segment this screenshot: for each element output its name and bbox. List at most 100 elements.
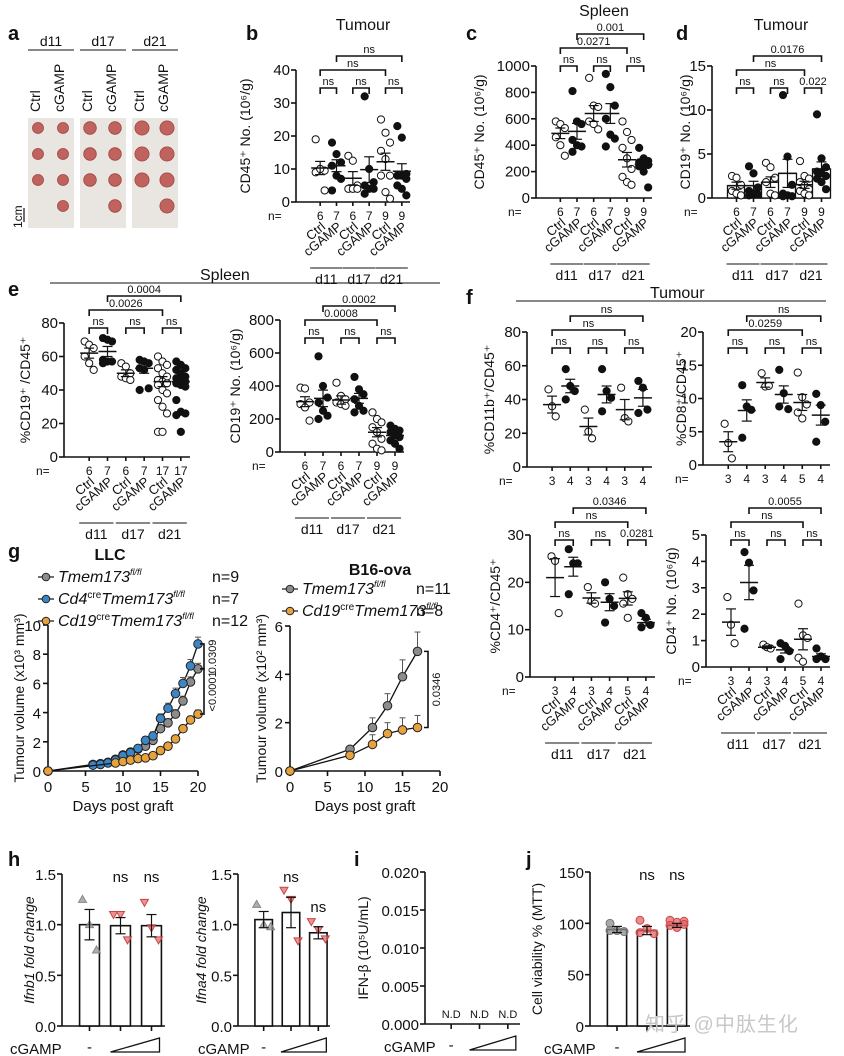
significance-label: ns bbox=[308, 326, 320, 338]
n-value: 9 bbox=[801, 205, 808, 219]
significance-label: ns bbox=[739, 76, 751, 88]
data-point bbox=[311, 135, 320, 144]
data-point bbox=[162, 409, 172, 418]
data-point bbox=[381, 188, 390, 197]
tumour-photo bbox=[28, 118, 74, 228]
y-tick-label: 8 bbox=[33, 647, 41, 664]
data-point bbox=[643, 405, 652, 414]
y-axis-label: Ifnb1 fold change bbox=[21, 896, 37, 1004]
n-value: 6 bbox=[302, 459, 309, 473]
n-value: 3 bbox=[552, 684, 559, 698]
significance-label: 0.022 bbox=[799, 76, 827, 88]
data-point bbox=[327, 138, 337, 147]
data-point bbox=[178, 723, 188, 734]
n-value: 6 bbox=[122, 464, 129, 478]
y-tick-label: 0 bbox=[689, 457, 697, 474]
data-point bbox=[766, 163, 775, 172]
data-point bbox=[158, 402, 167, 411]
scale-bar-label: 1cm bbox=[11, 205, 25, 228]
tumour-specimen bbox=[108, 147, 122, 161]
legend-marker bbox=[41, 572, 51, 582]
y-tick-label: 800 bbox=[249, 312, 274, 329]
data-point bbox=[155, 713, 166, 724]
data-point bbox=[601, 114, 610, 123]
data-point bbox=[624, 417, 633, 426]
y-tick-label: 0 bbox=[282, 194, 290, 211]
data-point bbox=[570, 386, 579, 396]
data-point bbox=[727, 454, 736, 463]
photo-group-label: d21 bbox=[143, 33, 167, 49]
x-tick-label: 20 bbox=[432, 779, 449, 796]
group-label: d11 bbox=[727, 736, 750, 752]
legend-label: Cd19creTmem173fl/fl bbox=[302, 601, 439, 620]
data-point bbox=[798, 414, 807, 423]
data-point bbox=[635, 915, 645, 925]
y-axis-label: %CD8⁺/CD45⁺ bbox=[673, 351, 689, 446]
section-headers: Spleen Tumour bbox=[50, 267, 826, 302]
legend-n: n=12 bbox=[212, 613, 248, 630]
significance-bracket bbox=[626, 65, 645, 72]
data-point bbox=[158, 427, 167, 436]
data-point bbox=[619, 927, 629, 937]
data-point bbox=[753, 190, 763, 199]
y-tick-label: 30 bbox=[507, 527, 524, 544]
data-point bbox=[107, 357, 117, 366]
significance-label: ns bbox=[669, 867, 685, 884]
data-point bbox=[385, 194, 395, 203]
data-point bbox=[148, 731, 158, 741]
y-tick-label: 6 bbox=[275, 619, 283, 636]
data-point bbox=[323, 411, 332, 420]
panel-label-j: j bbox=[525, 849, 532, 871]
y-tick-label: 10 bbox=[507, 622, 524, 639]
data-point bbox=[153, 352, 163, 361]
significance-label: ns bbox=[283, 869, 299, 886]
data-point bbox=[619, 573, 628, 582]
y-tick-label: 1.5 bbox=[35, 867, 56, 884]
data-point bbox=[622, 127, 632, 137]
data-point bbox=[770, 191, 780, 200]
n-value: 3 bbox=[725, 472, 732, 486]
n-value: 7 bbox=[366, 209, 373, 223]
significance-label: ns bbox=[769, 336, 781, 348]
tumour-specimen bbox=[57, 122, 69, 134]
significance-label: ns bbox=[770, 528, 782, 540]
data-point bbox=[107, 337, 117, 346]
data-point bbox=[817, 154, 826, 163]
significance-bracket bbox=[88, 309, 164, 316]
dose-ramp-icon bbox=[636, 1037, 686, 1053]
significance-bracket bbox=[587, 347, 608, 354]
data-point bbox=[634, 408, 643, 418]
bar bbox=[308, 931, 328, 1027]
n-value: 3 bbox=[762, 472, 769, 486]
data-point bbox=[412, 722, 423, 733]
group-label: d21 bbox=[380, 271, 404, 287]
data-point bbox=[178, 678, 188, 689]
y-tick-label: 80 bbox=[41, 315, 58, 332]
y-tick-label: 15 bbox=[680, 357, 697, 374]
chart-g2: B16-ova 0 2 4 6 0 5 10 15 20 Days post graft Tumour… bbox=[253, 562, 451, 815]
x-tick-label: 10 bbox=[357, 779, 374, 796]
y-tick-label: 10 bbox=[24, 618, 41, 635]
group-label: d21 bbox=[623, 746, 647, 762]
tumour-specimen bbox=[108, 173, 122, 187]
panel-label-g: g bbox=[8, 541, 20, 563]
data-point bbox=[80, 352, 89, 361]
significance-label: 0.0271 bbox=[577, 36, 611, 48]
data-point bbox=[344, 151, 353, 160]
data-point bbox=[314, 352, 323, 361]
legend-label: Tmem173fl/fl bbox=[58, 567, 143, 586]
n-value: 4 bbox=[603, 474, 610, 488]
data-point bbox=[320, 186, 329, 195]
significance-label: ns bbox=[144, 869, 160, 886]
data-point bbox=[345, 750, 355, 761]
x-axis-label: cGAMP bbox=[384, 1039, 436, 1056]
data-point bbox=[359, 390, 368, 399]
chart-g1: LLC 0 2 4 6 8 10 0 5 10 15 20 Days post graft Tumour … bbox=[11, 547, 248, 815]
significance-bracket bbox=[727, 347, 748, 354]
y-tick-label: 0.5 bbox=[211, 968, 232, 985]
bar bbox=[254, 918, 274, 1027]
significance-label: ns bbox=[586, 510, 598, 522]
data-point bbox=[368, 408, 377, 417]
chart-c: Spleen 0 200 400 600 800 1000 CD45⁺ No. (10⁶/g)… bbox=[471, 3, 653, 283]
